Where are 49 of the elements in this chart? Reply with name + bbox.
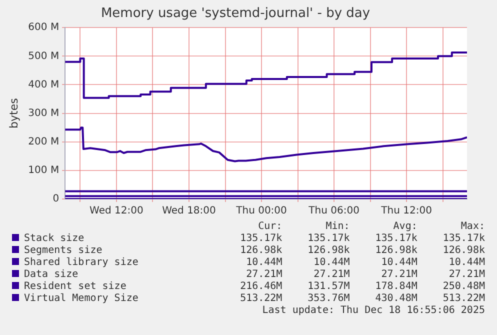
text: 430.48M [374, 293, 418, 305]
y-tick-label: 600 M [28, 22, 60, 34]
text: 27.21M [245, 269, 282, 281]
text: 216.46M [239, 281, 282, 293]
x-tick-label: Thu 06:00 [308, 206, 360, 217]
text: Min: [324, 221, 350, 233]
y-tick-label: 100 M [28, 165, 60, 176]
text: 27.21M [448, 269, 485, 281]
legend-label: Virtual Memory Size [23, 293, 140, 305]
legend-label: Resident set size [23, 281, 128, 293]
text: Cur: [257, 221, 282, 233]
y-tick-label: 0 [52, 194, 60, 205]
text: 10.44M [448, 257, 485, 269]
y-tick-label: 500 M [28, 50, 60, 62]
text: 27.21M [312, 269, 350, 281]
y-tick-label: 200 M [28, 136, 60, 148]
x-tick-label: Thu 00:00 [235, 206, 287, 217]
legend-label: Segments size [23, 245, 104, 257]
legend-label: Data size [23, 269, 80, 281]
text: 178.84M [374, 281, 418, 293]
x-tick-label: Wed 18:00 [162, 206, 216, 217]
text: 126.98k [442, 245, 485, 257]
text: 250.48M [442, 281, 485, 293]
text: Last update: Thu Dec 18 16:55:06 2025 [262, 305, 485, 316]
text: 135.17k [442, 233, 485, 245]
text: 126.98k [374, 245, 418, 257]
text: Max: [460, 221, 485, 233]
text: 135.17k [374, 233, 418, 245]
chart-title: Memory usage 'systemd-journal' - by day [100, 6, 370, 22]
text: 513.22M [442, 293, 485, 305]
text: 126.98k [306, 245, 350, 257]
x-tick-label: Wed 12:00 [90, 206, 144, 217]
text: 135.17k [239, 233, 282, 245]
text: 10.44M [245, 257, 282, 269]
text: 353.76M [306, 293, 350, 305]
text: 27.21M [380, 269, 418, 281]
legend-label: Stack size [23, 233, 86, 245]
text: 513.22M [239, 293, 282, 305]
text: 10.44M [312, 257, 350, 269]
x-tick-label: Thu 12:00 [380, 206, 432, 217]
text: 126.98k [239, 245, 282, 257]
y-tick-label: 300 M [28, 108, 60, 119]
text: 131.57M [306, 281, 350, 293]
text: 10.44M [380, 257, 418, 269]
text: Avg: [392, 221, 418, 233]
y-tick-label: 400 M [28, 79, 60, 90]
legend-label: Shared library size [23, 257, 140, 269]
y-axis-title: bytes [7, 98, 20, 128]
text: 135.17k [306, 233, 350, 245]
